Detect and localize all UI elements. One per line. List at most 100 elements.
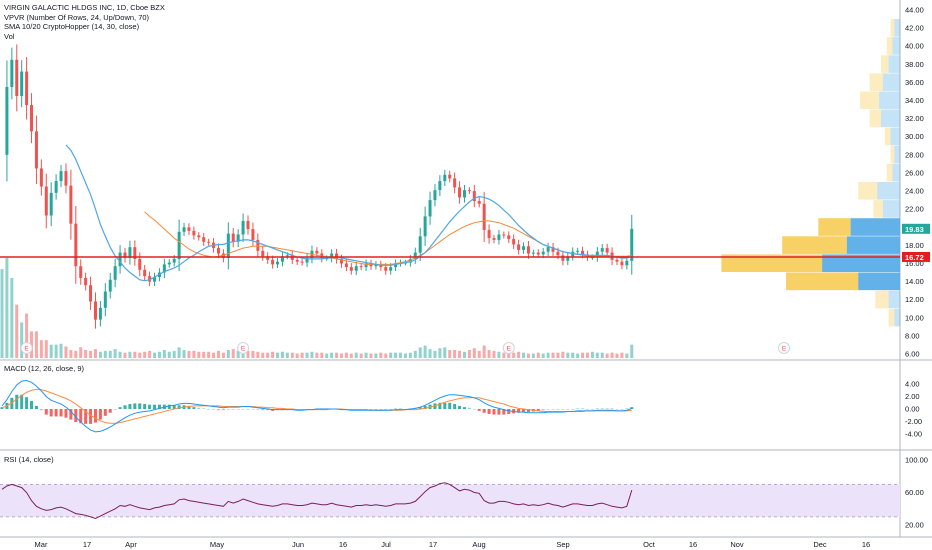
- macd-histogram-bar: [384, 409, 388, 410]
- volume-bar: [98, 351, 102, 358]
- macd-histogram-bar: [379, 409, 383, 410]
- vpvr-row-down: [884, 127, 891, 146]
- candle-body: [576, 250, 580, 252]
- volume-bar: [374, 353, 378, 358]
- price-candles[interactable]: [5, 44, 634, 329]
- volume-bar: [276, 352, 280, 358]
- volume-bar: [512, 352, 516, 358]
- candle-body: [285, 255, 289, 257]
- volume-bar: [492, 350, 496, 358]
- vpvr-legend[interactable]: VPVR (Number Of Rows, 24, Up/Down, 70): [4, 12, 150, 22]
- volume-bar: [231, 349, 235, 358]
- vpvr-row-down: [890, 145, 895, 164]
- macd-histogram-bar: [251, 409, 255, 410]
- vpvr-row-up: [892, 37, 900, 55]
- candle-body: [197, 235, 201, 238]
- candle-body: [93, 301, 97, 320]
- time-axis-label: Jul: [381, 540, 391, 549]
- macd-histogram-bar: [600, 408, 604, 409]
- volume-bar: [143, 351, 147, 358]
- macd-histogram-bar: [566, 409, 570, 410]
- macd-histogram-bar: [556, 409, 560, 410]
- volume-bar: [79, 347, 83, 358]
- macd-histogram-bar: [369, 409, 373, 410]
- vol-legend[interactable]: Vol: [4, 31, 15, 41]
- macd-histogram-bar: [517, 409, 521, 413]
- candle-body: [339, 258, 343, 264]
- time-axis-label: Nov: [730, 540, 744, 549]
- macd-histogram-bar: [123, 405, 127, 409]
- macd-legend[interactable]: MACD (12, 26, close, 9): [4, 364, 85, 373]
- vpvr-row-down: [890, 19, 895, 37]
- last-price-tag: 19.83: [905, 225, 924, 234]
- price-axes[interactable]: 44.00 42.00 40.00 38.00 36.00 34.00 32.00 30.00…: [902, 6, 930, 530]
- vpvr-row-down: [860, 91, 880, 110]
- candle-body: [482, 203, 486, 230]
- macd-histogram-bar: [502, 409, 506, 415]
- volume-bar: [295, 353, 299, 358]
- candle-body: [192, 230, 196, 236]
- rsi-legend[interactable]: RSI (14, close): [4, 455, 54, 464]
- time-axis[interactable]: Mar 17 Apr May Jun 16 Jul 17 Aug Sep Oct 16 Nov Dec 16: [35, 540, 871, 549]
- volume-bar: [84, 350, 88, 358]
- time-axis-label: 17: [429, 540, 437, 549]
- volume-bar: [482, 345, 486, 358]
- macd-histogram-bar: [571, 409, 575, 410]
- macd-line: [1, 379, 632, 433]
- macd-histogram-bar: [546, 409, 550, 410]
- candle-body: [162, 264, 166, 273]
- volume-bar: [394, 352, 398, 358]
- price-axis-tick: 6.00: [905, 350, 920, 359]
- time-axis-label: Jun: [292, 540, 304, 549]
- vpvr-row-up: [888, 55, 900, 73]
- volume-bar: [103, 350, 107, 358]
- sma-legend[interactable]: SMA 10/20 CryptoHopper (14, 30, close): [4, 22, 140, 31]
- macd-histogram-bar: [118, 407, 122, 409]
- volume-bar: [433, 350, 437, 358]
- volume-bar: [364, 352, 368, 358]
- volume-bar: [507, 352, 511, 358]
- candle-body: [492, 238, 496, 240]
- price-axis-tick: 8.00: [905, 331, 920, 340]
- macd-histogram-bar: [39, 409, 43, 411]
- volume-bar: [369, 353, 373, 358]
- volume-bar: [541, 353, 545, 358]
- candle-body: [546, 247, 550, 252]
- time-axis-label: Oct: [643, 540, 656, 549]
- macd-histogram-bar: [148, 404, 152, 409]
- vpvr-profile: [721, 19, 900, 327]
- earnings-marker-label: E: [24, 346, 29, 353]
- volume-bar: [153, 352, 157, 358]
- volume-bar: [561, 351, 565, 358]
- candle-body: [541, 251, 545, 255]
- volume-bar: [290, 352, 294, 358]
- candle-body: [123, 252, 127, 259]
- macd-histogram-bar: [246, 409, 250, 410]
- vpvr-row-down: [888, 308, 895, 327]
- main-legend: VIRGIN GALACTIC HLDGS INC, 1D, Cboe BZX …: [4, 3, 165, 41]
- symbol-title[interactable]: VIRGIN GALACTIC HLDGS INC, 1D, Cboe BZX: [4, 3, 165, 12]
- volume-bar: [462, 351, 466, 358]
- volume-bar: [556, 352, 560, 358]
- macd-histogram-bar: [192, 407, 196, 409]
- vpvr-row-up: [882, 73, 900, 91]
- volume-bar: [207, 351, 211, 358]
- time-axis-label: Sep: [556, 540, 569, 549]
- candle-body: [128, 247, 132, 259]
- candle-body: [453, 178, 457, 188]
- candle-body: [428, 200, 432, 217]
- macd-axis-tick: -2.00: [905, 417, 922, 426]
- candle-body: [522, 246, 526, 250]
- macd-histogram-bar: [64, 409, 68, 418]
- candle-body: [374, 264, 378, 267]
- vpvr-row-up: [881, 109, 900, 128]
- macd-histogram-bar: [256, 409, 260, 410]
- volume-bar: [261, 352, 265, 358]
- macd-histogram-bar: [172, 405, 176, 409]
- volume-bar: [448, 350, 452, 358]
- volume-bar: [625, 353, 629, 358]
- volume-bar: [630, 344, 634, 358]
- macd-histogram-bar: [458, 405, 462, 409]
